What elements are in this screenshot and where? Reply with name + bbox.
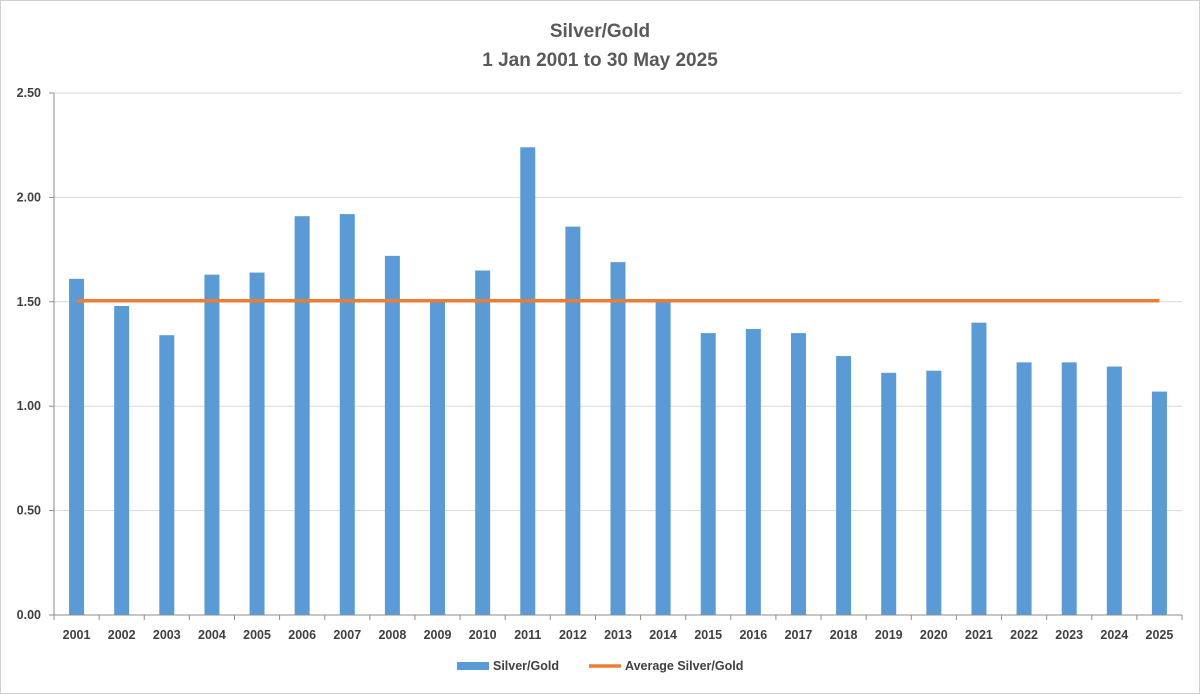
chart-title: Silver/Gold — [549, 21, 651, 42]
bar-2025 — [1151, 391, 1167, 615]
x-tick-label: 2025 — [1146, 628, 1174, 642]
y-tick-label: 1.50 — [17, 295, 41, 309]
x-tick-label: 2019 — [875, 628, 903, 642]
x-tick-label: 2011 — [514, 628, 541, 642]
bar-2022 — [1016, 362, 1032, 615]
x-tick-label: 2006 — [288, 628, 316, 642]
bar-2007 — [339, 214, 355, 615]
legend-label-silver-gold: Silver/Gold — [493, 659, 559, 673]
bar-2013 — [610, 262, 626, 615]
bar-2024 — [1106, 366, 1122, 615]
x-tick-label: 2001 — [63, 628, 91, 642]
x-tick-label: 2007 — [333, 628, 361, 642]
bar-2012 — [565, 226, 581, 615]
y-tick-label: 0.50 — [17, 504, 41, 518]
x-tick-label: 2008 — [378, 628, 406, 642]
y-tick-label: 0.00 — [17, 608, 41, 622]
bar-2003 — [159, 335, 175, 615]
legend-swatch-silver-gold — [457, 662, 489, 670]
x-tick-label: 2009 — [424, 628, 452, 642]
bar-2002 — [114, 305, 130, 615]
x-tick-label: 2013 — [604, 628, 632, 642]
bar-2018 — [836, 356, 852, 615]
x-tick-label: 2015 — [694, 628, 722, 642]
bar-2008 — [384, 255, 400, 615]
x-tick-label: 2003 — [153, 628, 181, 642]
chart-title-block: Silver/Gold 1 Jan 2001 to 30 May 2025 — [1, 17, 1199, 75]
chart-subtitle: 1 Jan 2001 to 30 May 2025 — [482, 50, 718, 71]
x-tick-label: 2021 — [965, 628, 993, 642]
x-tick-label: 2005 — [243, 628, 271, 642]
bar-2006 — [294, 216, 310, 615]
bar-2015 — [700, 333, 716, 615]
bar-2019 — [881, 372, 897, 615]
x-tick-label: 2023 — [1055, 628, 1083, 642]
x-tick-label: 2022 — [1010, 628, 1038, 642]
y-tick-label: 2.50 — [17, 86, 41, 100]
x-tick-label: 2002 — [108, 628, 136, 642]
x-tick-label: 2024 — [1100, 628, 1128, 642]
x-tick-label: 2018 — [830, 628, 858, 642]
x-tick-label: 2017 — [785, 628, 813, 642]
bar-2017 — [790, 333, 806, 615]
y-tick-label: 2.00 — [17, 190, 41, 204]
x-tick-label: 2010 — [469, 628, 497, 642]
bar-2001 — [69, 278, 85, 615]
bar-2014 — [655, 301, 671, 615]
x-tick-label: 2014 — [649, 628, 677, 642]
bar-2010 — [475, 270, 491, 615]
x-tick-label: 2020 — [920, 628, 948, 642]
bar-2005 — [249, 272, 265, 615]
x-tick-label: 2012 — [559, 628, 587, 642]
y-tick-label: 1.00 — [17, 399, 41, 413]
bar-2004 — [204, 274, 220, 615]
bar-2016 — [745, 328, 761, 615]
bar-2009 — [430, 301, 446, 615]
bar-2020 — [926, 370, 942, 615]
bar-2011 — [520, 147, 536, 615]
x-tick-label: 2016 — [739, 628, 767, 642]
legend-label-average: Average Silver/Gold — [625, 659, 743, 673]
x-tick-label: 2004 — [198, 628, 226, 642]
bar-2023 — [1061, 362, 1077, 615]
bar-2021 — [971, 322, 987, 615]
